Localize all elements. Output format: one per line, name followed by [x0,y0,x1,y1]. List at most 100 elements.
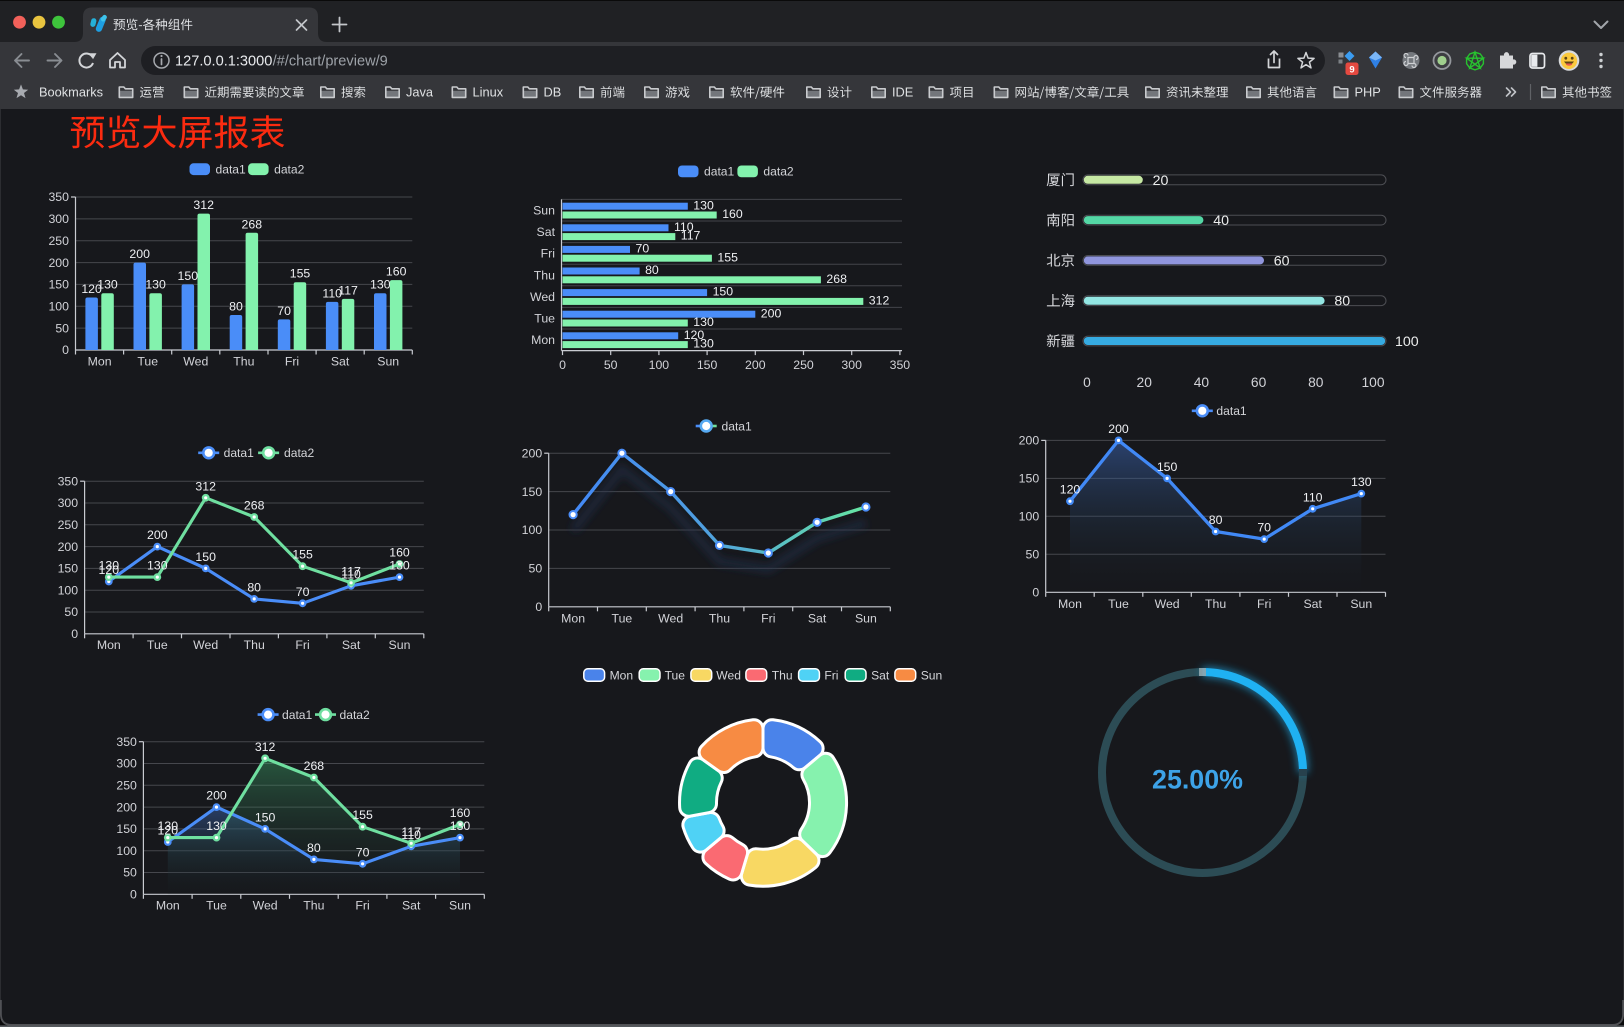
svg-text:268: 268 [826,272,847,286]
svg-text:100: 100 [1395,334,1419,350]
svg-text:0: 0 [71,627,78,641]
svg-text:117: 117 [341,564,361,578]
svg-text:268: 268 [242,217,263,231]
svg-text:200: 200 [129,247,150,261]
svg-text:Mon: Mon [97,638,121,652]
svg-text:127.0.0.1:3000: 127.0.0.1:3000 [175,54,272,70]
svg-text:150: 150 [713,285,734,299]
svg-text:Tue: Tue [665,668,686,682]
svg-text:100: 100 [48,300,69,314]
svg-text:130: 130 [147,559,168,573]
svg-text:data1: data1 [704,165,735,179]
svg-text:Thu: Thu [233,354,254,368]
svg-text:Sat: Sat [537,225,556,239]
svg-text:70: 70 [277,304,291,318]
svg-text:110: 110 [322,286,342,300]
svg-text:Java: Java [406,85,434,100]
svg-text:Bookmarks: Bookmarks [39,85,103,100]
svg-text:300: 300 [841,358,862,372]
svg-text:DB: DB [544,85,562,100]
svg-text:130: 130 [158,819,179,833]
svg-text:Sat: Sat [342,638,361,652]
svg-text:70: 70 [356,845,370,859]
svg-text:130: 130 [693,198,714,212]
svg-text:Wed: Wed [183,354,208,368]
svg-text:150: 150 [58,562,79,576]
svg-text:100: 100 [1019,510,1040,524]
svg-text:70: 70 [1257,521,1271,535]
svg-text:268: 268 [304,759,325,773]
svg-text:Mon: Mon [1058,597,1082,611]
svg-text:80: 80 [1334,294,1350,310]
svg-text:200: 200 [48,256,69,270]
svg-text:20: 20 [1153,173,1169,189]
svg-text:160: 160 [386,265,407,279]
svg-text:312: 312 [869,294,890,308]
svg-text:110: 110 [674,220,694,234]
svg-text:Wed: Wed [253,899,278,913]
svg-text:312: 312 [193,198,214,212]
svg-text:40: 40 [1194,375,1210,390]
svg-text:50: 50 [1026,548,1040,562]
svg-text:Wed: Wed [1155,597,1180,611]
svg-text:200: 200 [116,800,137,814]
svg-text:200: 200 [206,789,227,803]
svg-text:80: 80 [645,263,659,277]
svg-text:250: 250 [116,779,137,793]
svg-text:160: 160 [722,207,743,221]
svg-text:data1: data1 [224,446,255,460]
svg-text:Thu: Thu [534,268,555,282]
svg-text:Thu: Thu [244,638,265,652]
svg-text:312: 312 [255,740,276,754]
svg-text:200: 200 [147,528,168,542]
svg-text:80: 80 [1308,375,1324,390]
svg-text:117: 117 [338,283,358,297]
svg-text:100: 100 [522,523,543,537]
svg-text:155: 155 [717,250,738,264]
svg-text:70: 70 [296,585,310,599]
svg-text:0: 0 [130,888,137,902]
svg-text:150: 150 [522,485,543,499]
svg-text:data2: data2 [284,446,315,460]
svg-text:300: 300 [48,212,69,226]
svg-text:80: 80 [1209,513,1223,527]
svg-text:Sat: Sat [402,899,421,913]
svg-text:130: 130 [389,559,410,573]
svg-text:117: 117 [681,229,701,243]
svg-text:130: 130 [97,278,118,292]
svg-text:Linux: Linux [473,85,504,100]
svg-text:Sun: Sun [1350,597,1372,611]
svg-text:Mon: Mon [610,668,634,682]
svg-text:Fri: Fri [761,612,775,626]
svg-text:350: 350 [890,358,911,372]
svg-text:300: 300 [116,757,137,771]
svg-text:80: 80 [247,580,261,594]
svg-text:0: 0 [535,600,542,614]
svg-text:160: 160 [450,806,471,820]
svg-text:Fri: Fri [295,638,309,652]
svg-text:PHP: PHP [1355,85,1381,100]
svg-text:130: 130 [693,337,714,351]
svg-text:200: 200 [1108,422,1129,436]
svg-text:Tue: Tue [147,638,168,652]
svg-text:Mon: Mon [561,612,585,626]
svg-text:9: 9 [1349,64,1354,75]
svg-text:data1: data1 [216,163,247,177]
svg-text:0: 0 [1083,375,1091,390]
svg-text:60: 60 [1274,253,1290,269]
svg-text:120: 120 [158,824,179,838]
svg-text:130: 130 [145,278,166,292]
svg-text:Sun: Sun [389,638,411,652]
svg-text:250: 250 [58,518,79,532]
svg-text:250: 250 [48,234,69,248]
svg-text:Tue: Tue [1108,597,1129,611]
svg-text:150: 150 [178,269,199,283]
svg-text:50: 50 [64,605,78,619]
svg-text:data1: data1 [1216,404,1247,418]
svg-text:117: 117 [401,825,421,839]
svg-text:200: 200 [1019,434,1040,448]
svg-text:Mon: Mon [156,899,180,913]
svg-text:50: 50 [529,562,543,576]
svg-text:0: 0 [62,343,69,357]
svg-text:130: 130 [693,315,714,329]
